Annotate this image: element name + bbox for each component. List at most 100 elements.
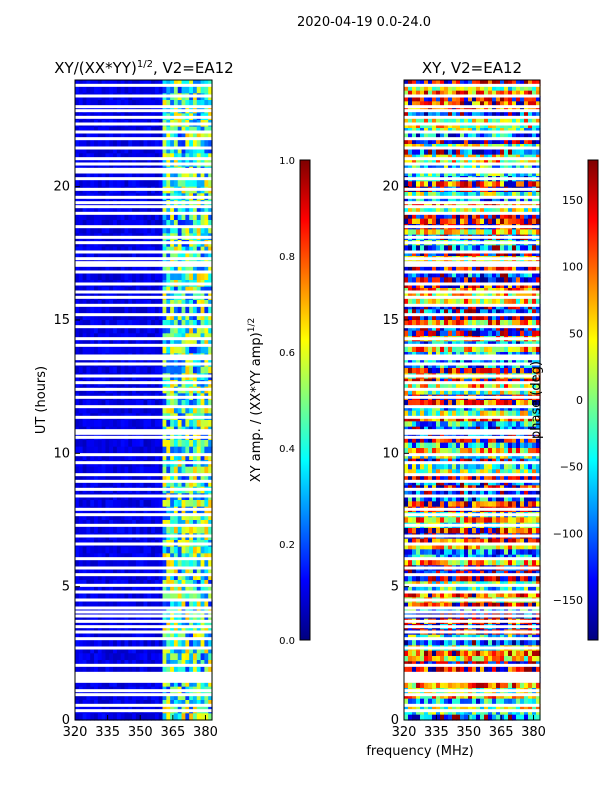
amp-cell xyxy=(166,420,171,428)
amp-cell xyxy=(120,306,126,314)
amp-cell xyxy=(162,553,167,561)
amp-cell xyxy=(147,180,152,188)
amp-cell xyxy=(177,366,183,374)
amp-cell xyxy=(181,633,186,641)
amp-cell xyxy=(116,593,122,601)
amp-cell xyxy=(101,313,107,321)
phase-cell xyxy=(492,122,497,129)
amp-cell xyxy=(82,420,88,428)
amp-cell xyxy=(166,586,171,594)
phase-cell xyxy=(472,85,477,92)
phase-cell xyxy=(492,170,497,177)
amp-cell xyxy=(173,133,179,141)
amp-cell xyxy=(139,300,145,308)
amp-cell xyxy=(162,453,167,461)
amp-cell xyxy=(204,453,209,461)
amp-cell xyxy=(135,266,141,274)
amp-cell xyxy=(181,593,186,601)
amp-cell xyxy=(166,693,171,701)
amp-cell xyxy=(151,213,156,221)
amp-cell xyxy=(116,206,122,214)
amp-cell xyxy=(177,526,183,534)
amp-cell xyxy=(105,326,110,334)
phase-cell xyxy=(496,277,501,284)
amp-cell xyxy=(151,173,156,181)
phase-cell xyxy=(520,208,525,214)
phase-cell xyxy=(464,122,469,129)
amp-cell xyxy=(170,400,175,408)
amp-cell xyxy=(196,306,202,314)
phase-cell xyxy=(452,112,457,118)
phase-cell xyxy=(460,266,465,273)
phase-cell xyxy=(492,133,497,140)
amp-cell xyxy=(113,340,118,348)
phase-cell xyxy=(440,197,445,204)
phase-cell xyxy=(416,298,421,305)
phase-cell xyxy=(484,133,489,140)
amp-cell xyxy=(185,80,190,88)
amp-cell xyxy=(78,80,84,88)
amp-cell xyxy=(120,320,126,328)
amp-cell xyxy=(124,713,129,721)
phase-cell xyxy=(532,197,537,204)
amp-cell xyxy=(192,513,198,521)
phase-cell xyxy=(524,250,529,257)
amp-cell xyxy=(147,173,152,181)
phase-cell xyxy=(448,90,453,97)
amp-cell xyxy=(116,513,122,521)
amp-cell xyxy=(166,500,171,508)
amp-cell xyxy=(170,253,175,261)
phase-cell xyxy=(516,90,521,97)
phase-cell xyxy=(412,181,417,188)
amp-cell xyxy=(113,600,118,608)
phase-cell xyxy=(536,208,541,214)
amp-cell xyxy=(200,586,205,594)
amp-cell xyxy=(158,600,164,608)
amp-cell xyxy=(139,146,145,154)
phase-cell xyxy=(524,170,529,177)
amp-cell xyxy=(154,266,160,274)
phase-cell xyxy=(476,122,481,129)
phase-cell xyxy=(488,117,493,124)
phase-cell xyxy=(528,277,533,284)
amp-cell xyxy=(124,406,129,414)
amp-cell xyxy=(82,653,88,661)
amp-cell xyxy=(135,680,141,688)
amp-cell xyxy=(170,126,175,134)
amp-cell xyxy=(200,653,205,661)
amp-cell xyxy=(94,600,99,608)
amp-cell xyxy=(139,473,145,481)
amp-cell xyxy=(120,273,126,281)
amp-cell xyxy=(82,180,88,188)
phase-cell xyxy=(536,282,541,289)
phase-cell xyxy=(512,245,517,252)
amp-cell xyxy=(113,226,118,234)
amp-cell xyxy=(97,366,103,374)
amp-cell xyxy=(166,560,171,568)
amp-cell xyxy=(120,80,126,88)
amp-cell xyxy=(116,586,122,594)
amp-cell xyxy=(105,133,110,141)
phase-cell xyxy=(504,138,509,145)
amp-cell xyxy=(200,306,205,314)
amp-cell xyxy=(86,693,91,701)
amp-cell xyxy=(143,446,148,454)
phase-cell xyxy=(436,80,441,86)
amp-cell xyxy=(105,500,110,508)
amp-cell xyxy=(124,213,129,221)
amp-cell xyxy=(173,480,179,488)
phase-cell xyxy=(480,96,485,102)
amp-cell xyxy=(151,640,156,648)
amp-cell xyxy=(196,326,202,334)
amp-cell xyxy=(78,100,84,108)
amp-cell xyxy=(135,660,141,668)
amp-cell xyxy=(116,453,122,461)
amp-cell xyxy=(177,273,183,281)
amp-cell xyxy=(97,246,103,254)
amp-cell xyxy=(113,320,118,328)
amp-cell xyxy=(97,660,103,668)
amp-cell xyxy=(143,453,148,461)
amp-cell xyxy=(116,213,122,221)
amp-cell xyxy=(124,600,129,608)
amp-cell xyxy=(94,246,99,254)
